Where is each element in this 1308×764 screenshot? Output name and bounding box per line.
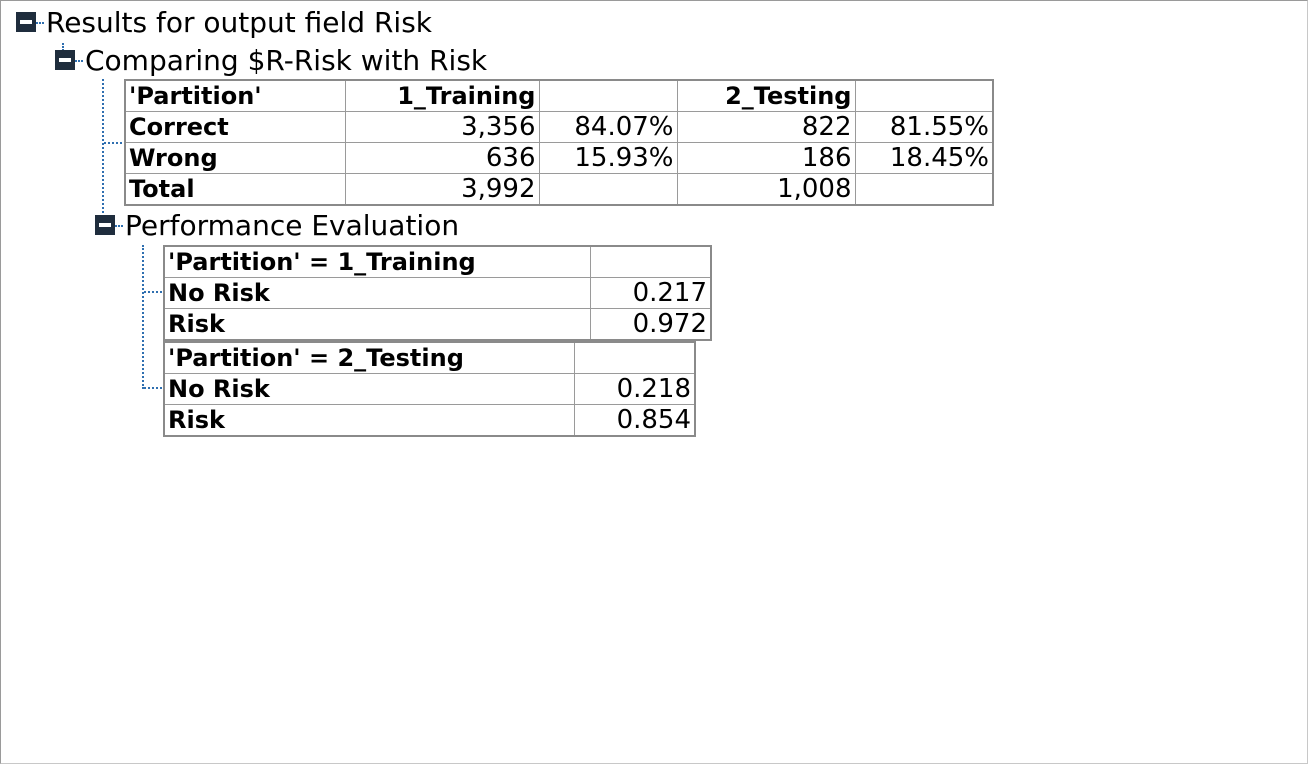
training-percent xyxy=(538,173,678,206)
row-label-risk: Risk xyxy=(163,308,591,341)
table-row: Risk 0.854 xyxy=(163,404,696,437)
performance-node-label[interactable]: Performance Evaluation xyxy=(125,209,460,242)
row-label-total: Total xyxy=(124,173,346,206)
partition-header: 'Partition' xyxy=(124,79,346,112)
table-row: Wrong 636 15.93% 186 18.45% xyxy=(124,142,994,174)
tree-connector xyxy=(75,60,83,62)
training-performance-table: 'Partition' = 1_Training No Risk 0.217 R… xyxy=(163,245,712,341)
row-label-no-risk: No Risk xyxy=(163,373,576,405)
table-row: No Risk 0.217 xyxy=(163,277,712,309)
table-header-row: 'Partition' 1_Training 2_Testing xyxy=(124,79,994,112)
tree-connector xyxy=(144,291,162,293)
tree-connector xyxy=(62,43,64,51)
row-label-correct: Correct xyxy=(124,111,346,143)
performance-value: 0.218 xyxy=(574,373,696,405)
tree-connector xyxy=(144,387,162,389)
testing-performance-table: 'Partition' = 2_Testing No Risk 0.218 Ri… xyxy=(163,341,696,437)
root-node-label[interactable]: Results for output field Risk xyxy=(46,6,433,39)
testing-count: 1,008 xyxy=(676,173,856,206)
testing-percent: 81.55% xyxy=(854,111,994,143)
row-label-wrong: Wrong xyxy=(124,142,346,174)
table-header-row: 'Partition' = 2_Testing xyxy=(163,341,696,374)
empty-header-cell xyxy=(574,341,696,374)
tree-connector xyxy=(36,22,44,24)
performance-value: 0.217 xyxy=(590,277,712,309)
performance-value: 0.972 xyxy=(590,308,712,341)
training-percent: 84.07% xyxy=(538,111,678,143)
training-column-header: 1_Training xyxy=(344,79,540,112)
testing-percent xyxy=(854,173,994,206)
testing-count: 186 xyxy=(676,142,856,174)
collapse-performance-toggle[interactable] xyxy=(95,215,115,235)
testing-partition-header: 'Partition' = 2_Testing xyxy=(163,341,576,374)
table-header-row: 'Partition' = 1_Training xyxy=(163,245,712,278)
training-count: 3,356 xyxy=(344,111,540,143)
table-row: Risk 0.972 xyxy=(163,308,712,341)
tree-connector xyxy=(102,79,104,217)
comparison-node-label[interactable]: Comparing $R-Risk with Risk xyxy=(85,44,488,77)
collapse-comparison-toggle[interactable] xyxy=(55,50,75,70)
tree-connector xyxy=(142,245,144,389)
table-row: Correct 3,356 84.07% 822 81.55% xyxy=(124,111,994,143)
empty-header-cell xyxy=(854,79,994,112)
table-row: No Risk 0.218 xyxy=(163,373,696,405)
training-count: 3,992 xyxy=(344,173,540,206)
training-percent: 15.93% xyxy=(538,142,678,174)
row-label-risk: Risk xyxy=(163,404,576,437)
row-label-no-risk: No Risk xyxy=(163,277,591,309)
testing-count: 822 xyxy=(676,111,856,143)
tree-connector xyxy=(115,225,123,227)
empty-header-cell xyxy=(590,245,712,278)
tree-connector xyxy=(104,142,122,144)
collapse-root-toggle[interactable] xyxy=(16,12,36,32)
comparison-table: 'Partition' 1_Training 2_Testing Correct… xyxy=(124,79,994,206)
training-count: 636 xyxy=(344,142,540,174)
performance-value: 0.854 xyxy=(574,404,696,437)
table-row: Total 3,992 1,008 xyxy=(124,173,994,206)
empty-header-cell xyxy=(538,79,678,112)
testing-column-header: 2_Testing xyxy=(676,79,856,112)
training-partition-header: 'Partition' = 1_Training xyxy=(163,245,591,278)
testing-percent: 18.45% xyxy=(854,142,994,174)
